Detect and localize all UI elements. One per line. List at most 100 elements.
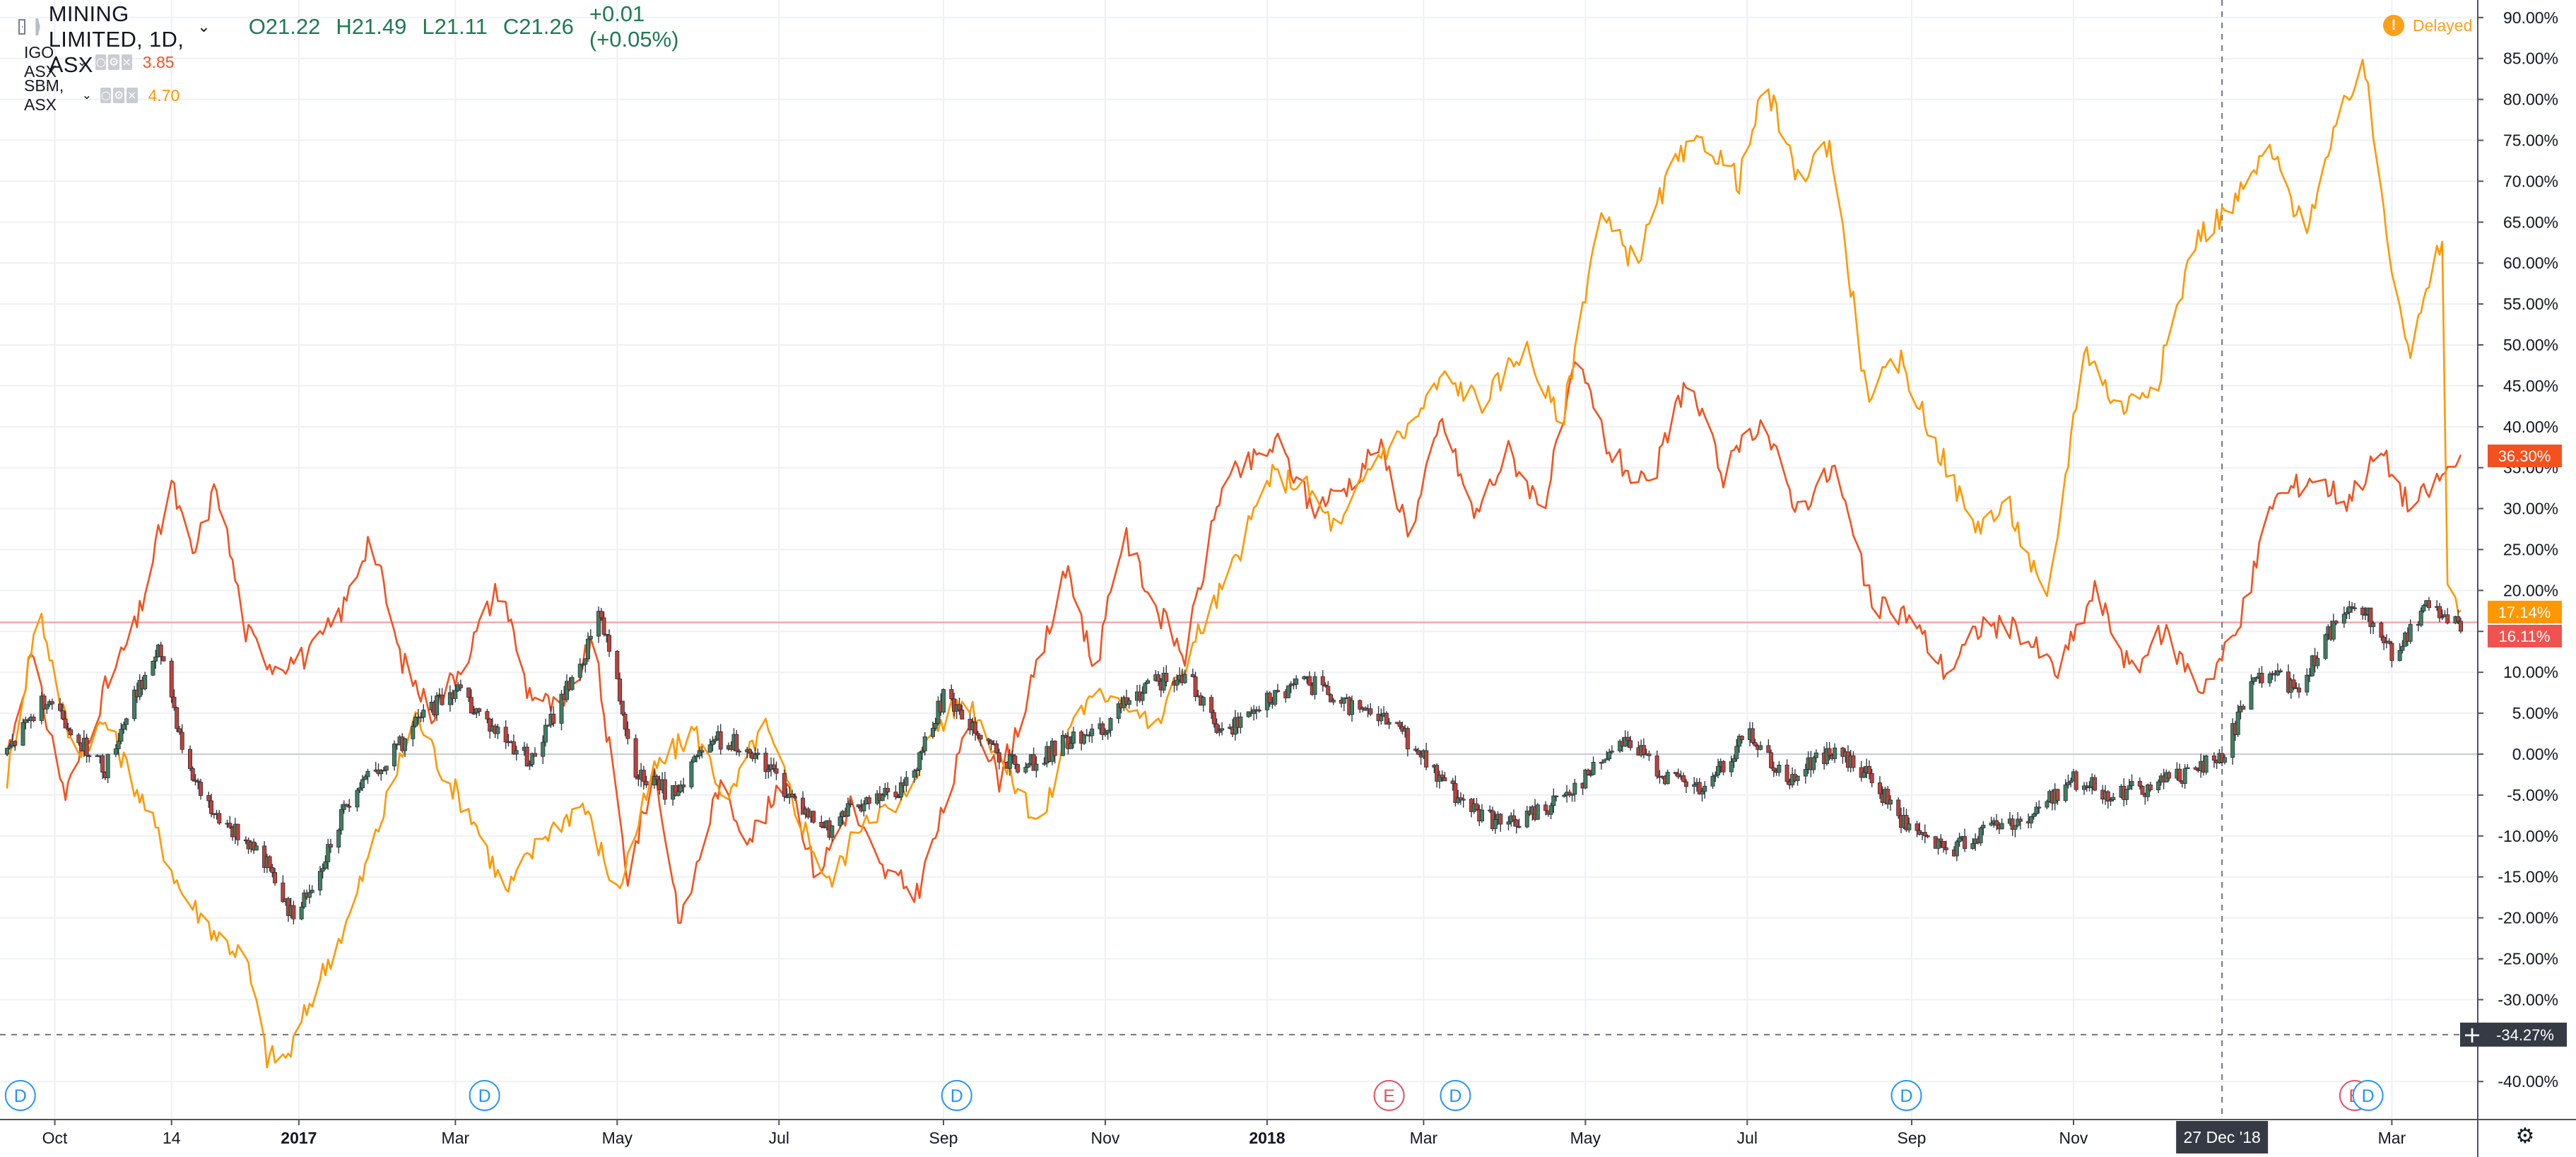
candle-body: [1307, 676, 1312, 686]
dividend-marker[interactable]: [2352, 1080, 2384, 1111]
gear-icon[interactable]: ⚙: [108, 54, 119, 70]
candle-body: [281, 882, 286, 903]
price-axis[interactable]: 90.00% 85.00% 80.00% 75.00% 70.00% 65.00% 60.0…: [2478, 8, 2558, 1091]
candle-body: [543, 724, 548, 743]
candle-body: [697, 750, 702, 756]
gear-icon[interactable]: ⚙: [113, 88, 124, 103]
price-axis-label: 60.00%: [2503, 254, 2558, 272]
candle-body: [1954, 841, 1959, 857]
candle-body: [1647, 753, 1652, 756]
candle-body: [100, 755, 105, 773]
candle-body: [1211, 712, 1216, 724]
candle-body: [1702, 785, 1707, 792]
candle-body: [2211, 755, 2216, 761]
candle-body: [633, 738, 638, 778]
crosshair-date-label-bg: [2176, 1121, 2269, 1153]
crosshair-value-label-bg: [2483, 1022, 2567, 1047]
price-axis-label: 75.00%: [2503, 131, 2558, 150]
candle-body: [904, 777, 909, 786]
time-axis-label: 2018: [1249, 1129, 1285, 1147]
candle-body: [172, 696, 177, 708]
candle-body: [2278, 670, 2283, 673]
close-icon[interactable]: ×: [121, 54, 132, 70]
candle-body: [1368, 708, 1373, 715]
candle-body: [1981, 825, 1986, 828]
candle-body: [1739, 736, 1744, 741]
comparison-row-sbm: SBM, ASX ⌄ ○ ⚙ × 4.70: [24, 76, 180, 114]
chevron-down-icon[interactable]: ⌄: [76, 55, 88, 69]
candle-body: [365, 770, 370, 777]
candle-body: [700, 750, 705, 753]
comparison-value: 4.70: [148, 86, 180, 105]
chevron-down-icon[interactable]: ⌄: [81, 88, 92, 102]
candle-body: [1758, 745, 1763, 750]
candle-body: [2074, 771, 2078, 790]
candle-body: [2045, 801, 2049, 808]
candle-body: [328, 844, 333, 848]
candle-body: [753, 754, 758, 759]
candle-body: [1813, 752, 1818, 758]
dividend-marker[interactable]: [1890, 1080, 1922, 1111]
time-axis-label: May: [1570, 1129, 1601, 1147]
eye-icon[interactable]: ○: [100, 88, 112, 103]
dividend-marker[interactable]: [4, 1080, 36, 1111]
candle-body: [978, 734, 983, 740]
comparison-name[interactable]: SBM, ASX: [24, 76, 64, 114]
candle-body: [151, 661, 155, 676]
candle-body: [676, 791, 681, 797]
candle-body: [1384, 712, 1389, 725]
candle-body: [2230, 723, 2235, 758]
candle-body: [801, 797, 806, 815]
comparison-name[interactable]: IGO, ASX: [24, 43, 59, 81]
dividend-marker[interactable]: [1440, 1080, 1471, 1111]
close-icon[interactable]: ×: [126, 88, 138, 103]
candle-body: [2254, 677, 2259, 679]
crosshair-plus-button-bg[interactable]: [2460, 1022, 2484, 1047]
delayed-status[interactable]: ! Delayed: [2383, 13, 2472, 38]
candle-body: [5, 748, 9, 755]
candle-body: [734, 734, 739, 752]
event-marker-label: D: [14, 1086, 27, 1106]
candle-body: [503, 727, 508, 743]
dividend-marker[interactable]: [469, 1080, 500, 1111]
price-label: 36.30%: [2498, 447, 2551, 465]
candle-body: [158, 645, 163, 657]
price-axis-label: 90.00%: [2503, 8, 2558, 27]
symbol-title[interactable]: NEWCREST MINING LIMITED, 1D, ASX: [48, 0, 184, 77]
chevron-down-icon[interactable]: ⌄: [197, 18, 211, 35]
time-axis[interactable]: Oct 14 2017 Mar May Jul Sep Nov 2018 Mar May Jul Sep…: [42, 1120, 2406, 1147]
candle-body: [2331, 621, 2336, 640]
candle-body: [1326, 686, 1331, 695]
candle-body: [782, 773, 787, 797]
candle-body: [586, 638, 591, 659]
candle-body: [2055, 789, 2060, 801]
candle-body: [2400, 646, 2405, 651]
candle-body: [1957, 838, 1962, 842]
candle-body: [2037, 806, 2042, 809]
candle-body: [1209, 697, 1214, 713]
candle-body: [1193, 676, 1198, 698]
candle-body: [2193, 767, 2198, 770]
candle-body: [2082, 785, 2087, 790]
candle-body: [1543, 804, 1548, 811]
gear-icon[interactable]: ⚙: [2515, 1123, 2535, 1149]
candle-body: [469, 697, 474, 714]
candle-body: [76, 734, 81, 744]
plus-icon[interactable]: +: [2463, 1021, 2482, 1048]
close-value: C21.26: [502, 14, 574, 39]
candle-body: [1683, 781, 1688, 787]
candle-body: [1548, 805, 1553, 815]
candle-body: [49, 701, 54, 705]
earnings-marker[interactable]: [1373, 1080, 1405, 1111]
dividend-marker[interactable]: [941, 1080, 972, 1111]
crosshair-value-label: -34.27%: [2496, 1026, 2554, 1044]
candle-body: [514, 750, 519, 755]
candle-body: [326, 844, 331, 862]
candle-body: [2347, 606, 2352, 613]
collapse-legend-button[interactable]: [18, 19, 26, 35]
candle-body: [1252, 709, 1257, 715]
eye-icon[interactable]: ○: [95, 54, 107, 70]
price-label: 16.11%: [2499, 628, 2551, 645]
candle-body: [583, 658, 588, 665]
